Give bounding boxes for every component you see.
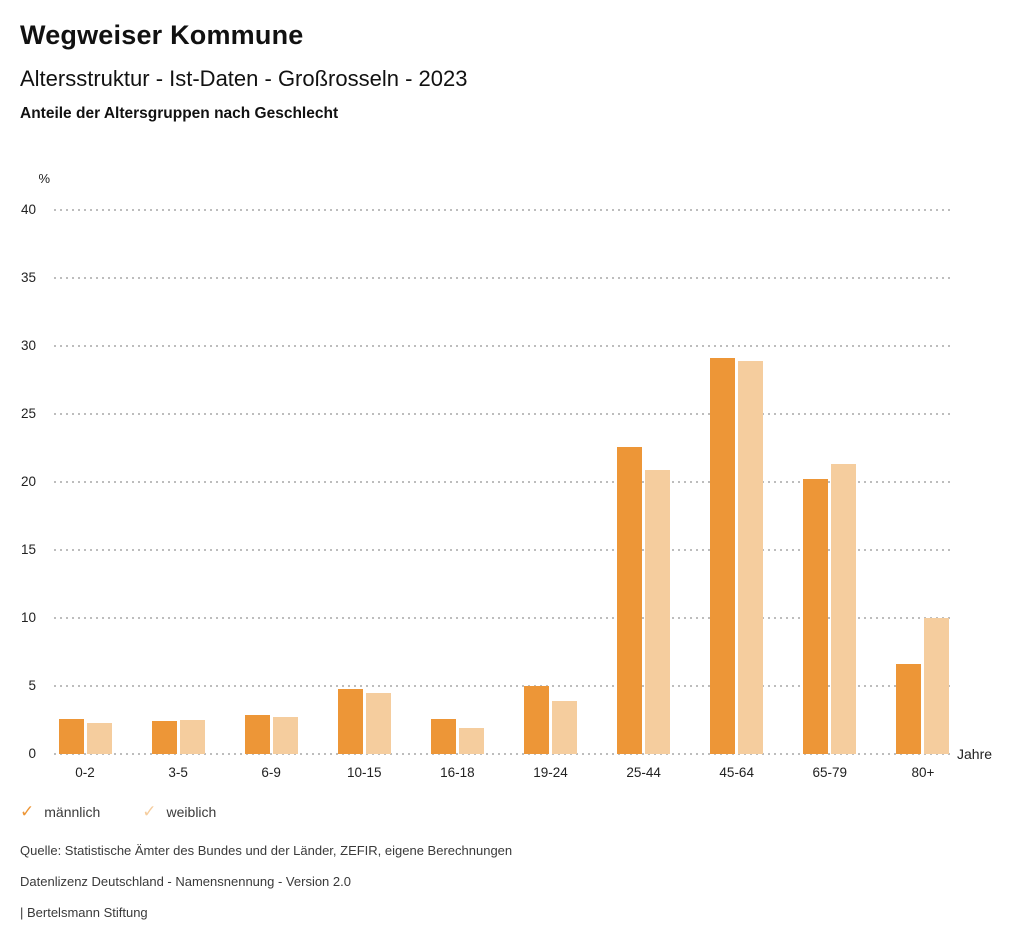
legend-item-maennlich[interactable]: ✓ männlich: [20, 802, 100, 821]
bar-weiblich-45-64[interactable]: [738, 360, 764, 754]
chart-subtitle: Anteile der Altersgruppen nach Geschlech…: [20, 105, 339, 122]
bar-maennlich-45-64[interactable]: [710, 358, 736, 754]
bar-weiblich-25-44[interactable]: [645, 469, 671, 754]
y-tick-label-20: 20: [20, 474, 36, 489]
y-tick-label-5: 5: [28, 678, 36, 693]
license-text: Datenlizenz Deutschland - Namensnennung …: [20, 874, 351, 889]
x-tick-label-19-24: 19-24: [533, 765, 568, 780]
y-tick-label-0: 0: [28, 746, 36, 761]
legend: ✓ männlich ✓ weiblich: [20, 802, 258, 821]
y-tick-label-40: 40: [20, 202, 36, 217]
source-text: Quelle: Statistische Ämter des Bundes un…: [20, 843, 513, 858]
x-tick-label-65-79: 65-79: [812, 765, 848, 780]
x-tick-label-10-15: 10-15: [347, 765, 382, 780]
bar-maennlich-25-44[interactable]: [617, 446, 643, 754]
y-axis-unit-label: %: [38, 171, 50, 186]
gridline-35: [54, 277, 953, 279]
x-tick-label-6-9: 6-9: [261, 765, 281, 780]
bar-weiblich-16-18[interactable]: [458, 728, 484, 754]
x-axis-unit-label: Jahre: [957, 746, 993, 762]
bar-weiblich-6-9[interactable]: [272, 717, 298, 754]
bar-maennlich-3-5[interactable]: [151, 721, 177, 754]
attribution-text: | Bertelsmann Stiftung: [20, 905, 148, 920]
bar-weiblich-3-5[interactable]: [179, 720, 205, 754]
bar-maennlich-80+[interactable]: [896, 664, 922, 754]
gridline-30: [54, 345, 953, 347]
y-tick-label-15: 15: [20, 542, 36, 557]
legend-label-weiblich: weiblich: [166, 803, 217, 820]
x-tick-label-25-44: 25-44: [626, 765, 661, 780]
bar-weiblich-19-24[interactable]: [552, 700, 577, 754]
bar-weiblich-10-15[interactable]: [365, 692, 391, 754]
bar-maennlich-65-79[interactable]: [803, 479, 829, 754]
legend-item-weiblich[interactable]: ✓ weiblich: [142, 802, 216, 821]
y-tick-label-25: 25: [20, 406, 36, 421]
bar-maennlich-0-2[interactable]: [58, 718, 84, 754]
x-tick-label-80+: 80+: [911, 765, 935, 780]
gridline-0: [54, 753, 953, 755]
bar-weiblich-80+[interactable]: [924, 618, 950, 754]
gridline-20: [54, 481, 953, 483]
gridline-25: [54, 413, 953, 415]
y-tick-label-30: 30: [20, 338, 36, 353]
page-title: Wegweiser Kommune: [20, 20, 304, 50]
gridline-5: [54, 685, 953, 687]
gridline-40: [54, 209, 953, 211]
check-icon: ✓: [20, 802, 35, 821]
legend-label-maennlich: männlich: [44, 803, 101, 820]
x-tick-label-16-18: 16-18: [440, 765, 475, 780]
bar-weiblich-65-79[interactable]: [831, 464, 857, 754]
bar-weiblich-0-2[interactable]: [86, 722, 112, 754]
bar-maennlich-10-15[interactable]: [337, 688, 363, 754]
x-tick-label-45-64: 45-64: [719, 765, 754, 780]
bar-maennlich-6-9[interactable]: [244, 714, 270, 754]
x-tick-label-0-2: 0-2: [75, 765, 95, 780]
check-icon: ✓: [142, 802, 157, 821]
gridline-15: [54, 549, 953, 551]
bar-maennlich-16-18[interactable]: [430, 718, 456, 754]
y-tick-label-35: 35: [20, 270, 36, 285]
x-tick-label-3-5: 3-5: [168, 765, 188, 780]
chart-title: Altersstruktur - Ist-Daten - Großrosseln…: [20, 66, 468, 91]
bar-maennlich-19-24[interactable]: [524, 686, 549, 754]
gridline-10: [54, 617, 953, 619]
y-tick-label-10: 10: [20, 610, 36, 625]
